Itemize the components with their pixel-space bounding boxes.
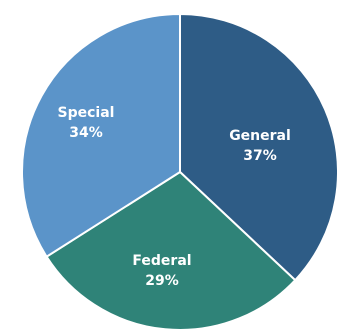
slice-label-special: Special xyxy=(58,105,115,121)
pie-slice-general xyxy=(179,12,337,282)
slice-label-federal: Federal xyxy=(132,253,191,269)
pie-slice-special xyxy=(21,12,181,259)
slice-percent-federal: 29% xyxy=(145,273,179,289)
slice-percent-special: 34% xyxy=(69,125,103,141)
slice-label-general: General xyxy=(229,128,291,144)
slice-percent-general: 37% xyxy=(243,148,277,164)
pie-slice-federal xyxy=(45,170,297,331)
